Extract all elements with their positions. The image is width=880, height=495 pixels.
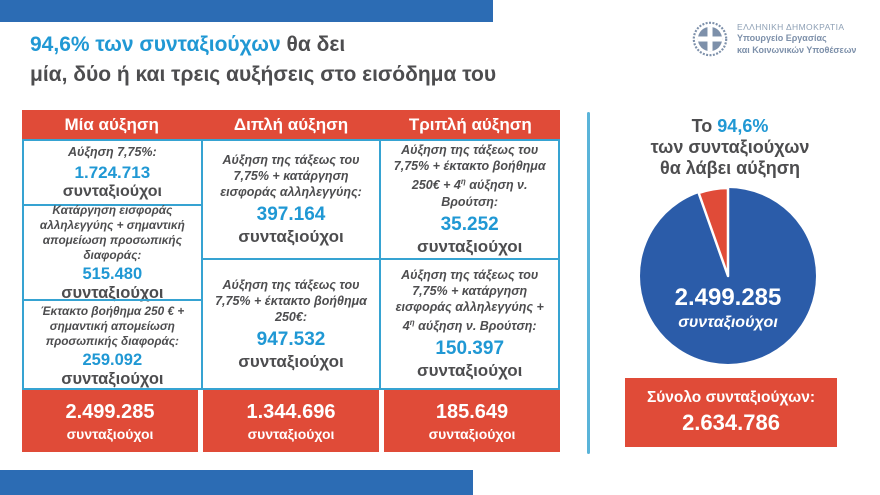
cell-value-line: 515.480 συνταξιούχοι (31, 265, 194, 303)
table-cell: Κατάργηση εισφοράς αλληλεγγύης + σημαντι… (24, 202, 201, 302)
greek-emblem-icon (692, 21, 728, 57)
table-cell: Αύξηση της τάξεως του 7,75% + κατάργηση … (203, 141, 380, 258)
total-number: 1.344.696 (246, 400, 336, 423)
grand-total-label: Σύνολο συνταξιούχων: (646, 389, 816, 406)
cell-number: 515.480 (82, 264, 143, 283)
column-header-single-increase: Μία αύξηση (64, 114, 159, 134)
cell-label: συνταξιούχοι (238, 227, 344, 246)
pie-center-number: 2.499.285 (674, 284, 782, 311)
pie-title-line3: θα λάβει αύξηση (659, 158, 801, 178)
page-title: 94,6% των συνταξιούχων θα δει μία, δύο ή… (30, 30, 496, 90)
column-header-double-increase: Διπλή αύξηση (233, 114, 349, 134)
cell-label: συνταξιούχοι (416, 361, 523, 381)
cell-description-pre: Αύξηση της τάξεως του 7,75% + έκτακτο βο… (393, 143, 546, 193)
bottom-accent-bar (0, 470, 473, 495)
cell-description: Κατάργηση εισφοράς αλληλεγγύης + σημαντι… (39, 202, 185, 262)
pie-slice-red (697, 186, 730, 278)
pie-title-line2: των συνταξιούχων (650, 137, 810, 157)
cell-label: συνταξιούχοι (61, 370, 164, 388)
logo-line1: ΕΛΛΗΝΙΚΗ ΔΗΜΟΚΡΑΤΙΑ (737, 21, 845, 32)
vertical-divider (587, 112, 590, 454)
page-title-highlight: 94,6% των συνταξιούχων (30, 33, 281, 56)
cell-description-sup: η (460, 177, 466, 187)
table-cell: Αύξηση της τάξεως του 7,75% + έκτακτο βο… (202, 258, 380, 388)
column-single-increase: Αύξηση 7,75%: 1.724.713 συνταξιούχοι Κατ… (24, 141, 201, 388)
column-header-triple-increase: Τριπλή αύξηση (408, 114, 532, 134)
total-number: 2.499.285 (65, 400, 155, 423)
cell-description: Αύξηση της τάξεως του 7,75% + κατάργηση … (220, 153, 362, 199)
cell-value-line: 259.092 συνταξιούχοι (31, 351, 194, 389)
total-label: συνταξιούχοι (247, 425, 335, 442)
total-double-increase: 1.344.696 συνταξιούχοι (203, 390, 379, 452)
total-single-increase: 2.499.285 συνταξιούχοι (22, 390, 198, 452)
pie-chart-svg (640, 186, 816, 364)
page-title-rest: θα δει (280, 33, 346, 56)
cell-description-post: αύξηση ν. Βρούτση: (414, 319, 537, 334)
logo-line3: και Κοινωνικών Υποθέσεων (737, 44, 857, 55)
grand-total-value: 2.634.786 (682, 410, 780, 435)
grand-total-box: Σύνολο συνταξιούχων: 2.634.786 (625, 378, 837, 447)
cell-description: Αύξηση της τάξεως του 7,75% + κατάργηση … (388, 267, 551, 334)
column-double-increase: Αύξηση της τάξεως του 7,75% + κατάργηση … (200, 141, 380, 388)
total-number: 185.649 (435, 400, 509, 423)
logo-line2: Υπουργείο Εργασίας (737, 33, 827, 44)
cell-description-pre: Αύξηση της τάξεως του 7,75% + κατάργηση … (395, 267, 544, 334)
table-cell: Αύξηση της τάξεως του 7,75% + έκτακτο βο… (381, 141, 558, 258)
increase-table: Μία αύξηση Διπλή αύξηση Τριπλή αύξηση Αύ… (22, 110, 560, 452)
pie-center-label: συνταξιούχοι (678, 314, 778, 331)
total-label: συνταξιούχοι (428, 425, 516, 442)
cell-number: 397.164 (256, 204, 326, 225)
pie-title-line1: Το 94,6% (598, 116, 862, 137)
cell-label: συνταξιούχοι (238, 351, 344, 371)
top-accent-bar (0, 0, 493, 22)
cell-description-post: αύξηση ν. Βρούτση: (441, 178, 528, 209)
cell-description: Αύξηση της τάξεως του 7,75% + έκτακτο βο… (215, 277, 367, 324)
table-totals-row: 2.499.285 συνταξιούχοι 1.344.696 συνταξι… (22, 390, 560, 452)
cell-number: 259.092 (82, 351, 143, 369)
pie-title-highlight: 94,6% (717, 116, 769, 136)
cell-description-sup: η (409, 317, 415, 327)
cell-description: Αύξηση της τάξεως του 7,75% + έκτακτο βο… (388, 142, 551, 209)
cell-label: συνταξιούχοι (61, 283, 164, 302)
page-title-line1: 94,6% των συνταξιούχων θα δει (30, 30, 496, 60)
cell-number: 150.397 (435, 338, 505, 360)
page-title-line2: μία, δύο ή και τρεις αυξήσεις στο εισόδη… (30, 63, 497, 86)
logo-text: ΕΛΛΗΝΙΚΗ ΔΗΜΟΚΡΑΤΙΑ Υπουργείο Εργασίας κ… (737, 22, 856, 57)
total-triple-increase: 185.649 συνταξιούχοι (384, 390, 560, 452)
table-header-row: Μία αύξηση Διπλή αύξηση Τριπλή αύξηση (22, 110, 560, 139)
cell-number: 1.724.713 (74, 163, 151, 182)
cell-description: Έκτακτο βοήθημα 250 € + σημαντική απομεί… (40, 304, 185, 348)
cell-label: συνταξιούχοι (62, 183, 162, 200)
table-cell: Έκτακτο βοήθημα 250 € + σημαντική απομεί… (24, 299, 201, 392)
table-body: Αύξηση 7,75%: 1.724.713 συνταξιούχοι Κατ… (22, 139, 560, 390)
cell-label: συνταξιούχοι (416, 236, 523, 256)
government-logo: ΕΛΛΗΝΙΚΗ ΔΗΜΟΚΡΑΤΙΑ Υπουργείο Εργασίας κ… (692, 21, 856, 57)
table-cell: Αύξηση 7,75%: 1.724.713 συνταξιούχοι (24, 141, 201, 204)
pie-title-pre: Το (691, 116, 718, 136)
column-triple-increase: Αύξηση της τάξεως του 7,75% + έκτακτο βο… (379, 141, 559, 388)
cell-description: Αύξηση 7,75%: (67, 145, 157, 159)
cell-number: 35.252 (440, 213, 499, 235)
cell-number: 947.532 (256, 328, 326, 350)
table-cell: Αύξηση της τάξεως του 7,75% + κατάργηση … (381, 258, 559, 388)
pie-chart-title: Το 94,6% των συνταξιούχων θα λάβει αύξησ… (598, 116, 862, 179)
pie-chart: 2.499.285 συνταξιούχοι (638, 186, 818, 366)
total-label: συνταξιούχοι (66, 425, 154, 442)
